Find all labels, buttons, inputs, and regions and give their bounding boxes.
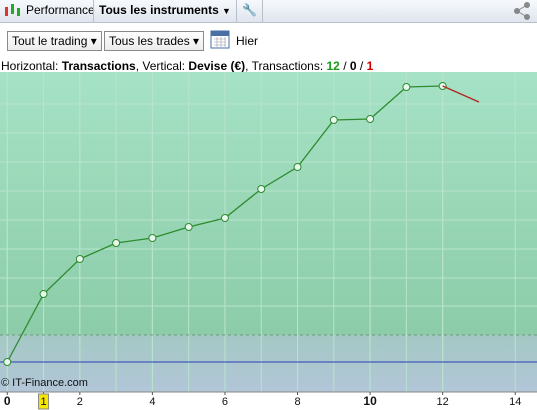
x-tick-label: 8: [294, 396, 300, 408]
point: [112, 239, 121, 247]
point: [39, 290, 48, 298]
x-tick-label: 10: [363, 394, 377, 408]
point: [3, 358, 12, 366]
point: [329, 116, 338, 124]
chart: © IT-Finance.com 0 1 2 4 6 8 10 12 14: [0, 72, 537, 410]
info-text: Transactions: [61, 59, 136, 73]
instruments-dropdown[interactable]: Tous les instruments: [99, 3, 219, 17]
point: [184, 223, 193, 231]
share-icon[interactable]: [512, 1, 534, 21]
trading-label: Tout le trading: [12, 34, 88, 48]
wins-count: 12: [326, 59, 340, 73]
calendar-icon[interactable]: [210, 29, 232, 51]
x-tick-label: 2: [77, 396, 83, 408]
point: [75, 255, 84, 263]
x-axis-band: [0, 392, 537, 410]
losses-count: 1: [366, 59, 374, 73]
point: [148, 234, 157, 242]
watermark: © IT-Finance.com: [1, 377, 88, 389]
dropdown-arrow[interactable]: ▼: [222, 6, 231, 16]
filter-bar: Tout le trading ▾ Tous les trades ▾ Hier: [0, 23, 537, 58]
trades-label: Tous les trades: [109, 34, 190, 48]
info-text: , Transactions:: [245, 59, 327, 73]
app-icon: [5, 4, 20, 16]
info-text: Horizontal:: [1, 59, 62, 73]
trades-dropdown[interactable]: Tous les trades ▾: [104, 31, 205, 51]
even-count: 0: [349, 59, 357, 73]
series-line: [442, 85, 480, 103]
x-tick-label: 14: [509, 396, 521, 408]
x-tick-label: 1: [40, 396, 46, 408]
negative-zone: [0, 335, 537, 392]
x-tick-label: 12: [437, 396, 449, 408]
x-tick-label: 0: [4, 394, 11, 408]
point: [293, 163, 302, 171]
info-text: Devise (€): [188, 59, 246, 73]
info-text: /: [339, 59, 350, 73]
toolbar: Performance Tous les instruments ▼ 🔧: [0, 0, 537, 23]
point: [366, 115, 375, 123]
performance-tab[interactable]: Performance: [26, 3, 95, 17]
x-tick-label: 4: [149, 396, 155, 408]
point: [257, 185, 266, 193]
point: [402, 83, 411, 91]
date-label: Hier: [236, 34, 259, 48]
point: [220, 214, 229, 222]
info-text: /: [356, 59, 367, 73]
h-grid: [0, 103, 537, 307]
info-text: , Vertical:: [135, 59, 189, 73]
x-tick-label: 6: [222, 396, 228, 408]
trading-dropdown[interactable]: Tout le trading ▾: [7, 31, 102, 51]
info-line: Horizontal: Transactions, Vertical: Devi…: [1, 59, 373, 73]
x-tick-highlight: [38, 393, 50, 410]
positive-zone: [0, 72, 537, 335]
settings-icon[interactable]: 🔧: [242, 3, 257, 17]
